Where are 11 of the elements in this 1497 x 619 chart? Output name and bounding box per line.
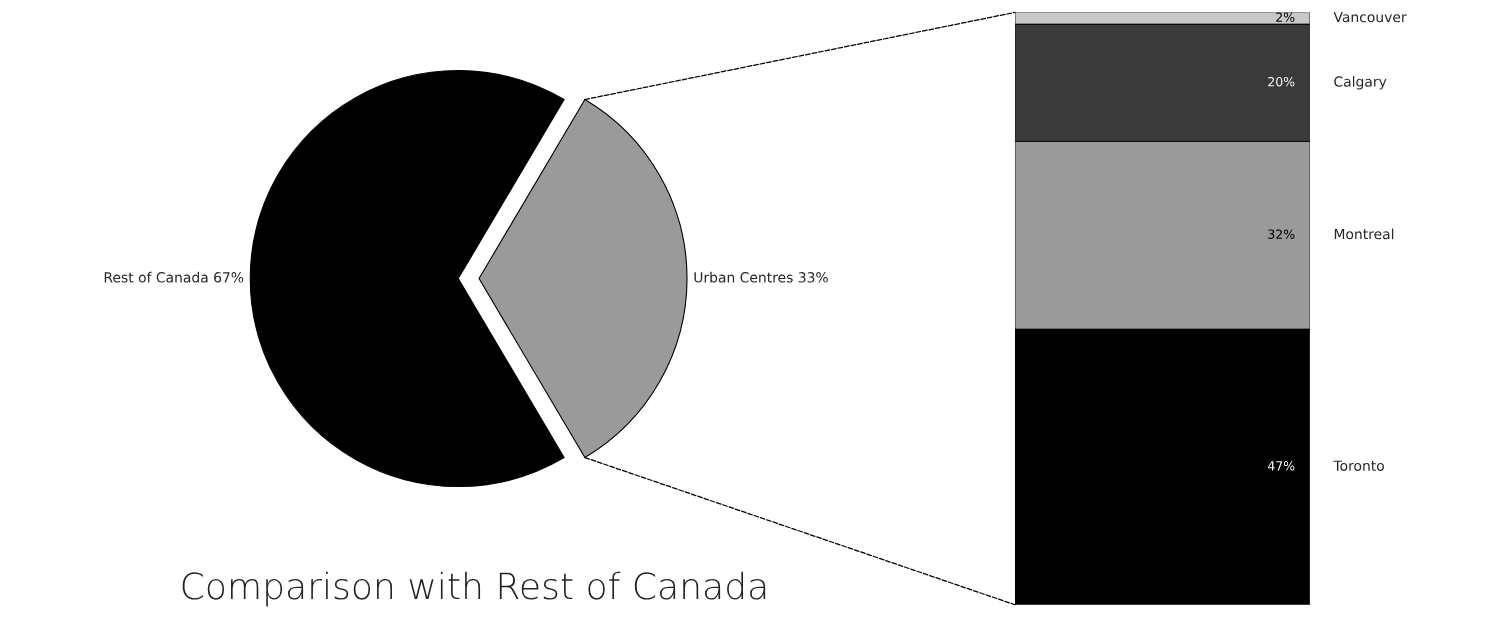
text: Comparison with Rest of Canada	[182, 571, 766, 607]
slice-label: Urban Centres 33%	[694, 271, 828, 283]
series-label: Vancouver	[1333, 11, 1407, 23]
series-label: Montreal	[1334, 228, 1394, 240]
data-label: 2%	[1276, 12, 1295, 22]
series-label: Toronto	[1333, 460, 1384, 471]
data-label: 47%	[1267, 461, 1295, 471]
series-label: Calgary	[1334, 76, 1387, 90]
slice-label: Rest of Canada 67%	[104, 271, 244, 283]
data-label: 32%	[1268, 229, 1295, 239]
data-label: 20%	[1268, 76, 1295, 87]
